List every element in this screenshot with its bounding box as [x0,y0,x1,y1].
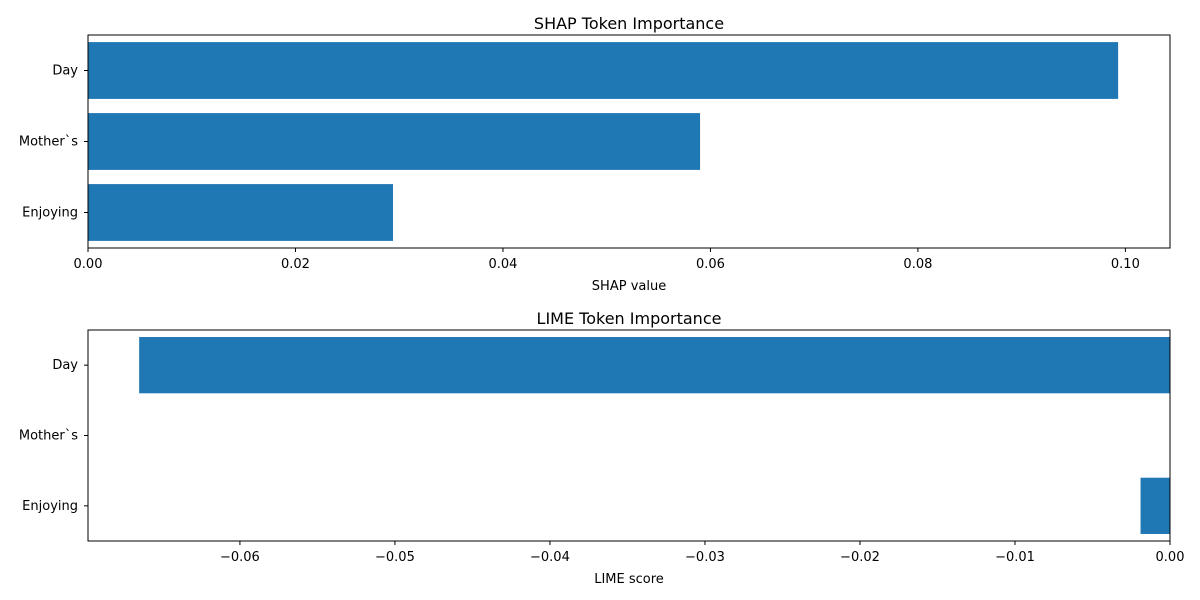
x-tick-label: −0.02 [840,550,880,565]
x-tick-label: −0.04 [530,550,570,565]
bar-day [139,337,1170,394]
x-tick-label: −0.05 [375,550,415,565]
chart-title: LIME Token Importance [537,309,722,328]
bar-mother-s [88,113,701,170]
x-tick-label: 0.08 [903,257,932,272]
y-tick-label: Mother`s [19,135,78,150]
x-tick-label: 0.00 [1156,550,1185,565]
x-tick-label: 0.10 [1111,257,1140,272]
y-tick-label: Day [52,64,78,79]
x-tick-label: −0.06 [220,550,260,565]
y-tick-label: Day [52,358,78,373]
bar-enjoying [1140,477,1170,534]
bar-enjoying [88,184,393,241]
chart-title: SHAP Token Importance [534,14,724,33]
chart-panel-2: Day Mother`s Enjoying −0.06 −0.05 −0.04 −0.03 −… [19,309,1185,587]
x-tick-label: 0.06 [696,257,725,272]
y-tick-label: Mother`s [19,429,78,444]
chart-panel-1: Day Mother`s Enjoying 0.00 0.02 0.04 0.06 0.08 0… [19,14,1171,294]
x-tick-label: 0.02 [281,257,310,272]
x-axis-label: SHAP value [592,279,666,294]
bar-day [88,42,1119,99]
y-tick-label: Enjoying [22,206,78,221]
x-tick-label: −0.03 [685,550,725,565]
x-axis-label: LIME score [594,572,664,587]
x-tick-label: 0.04 [488,257,517,272]
x-tick-label: 0.00 [74,257,103,272]
y-tick-label: Enjoying [22,499,78,514]
x-tick-label: −0.01 [995,550,1035,565]
